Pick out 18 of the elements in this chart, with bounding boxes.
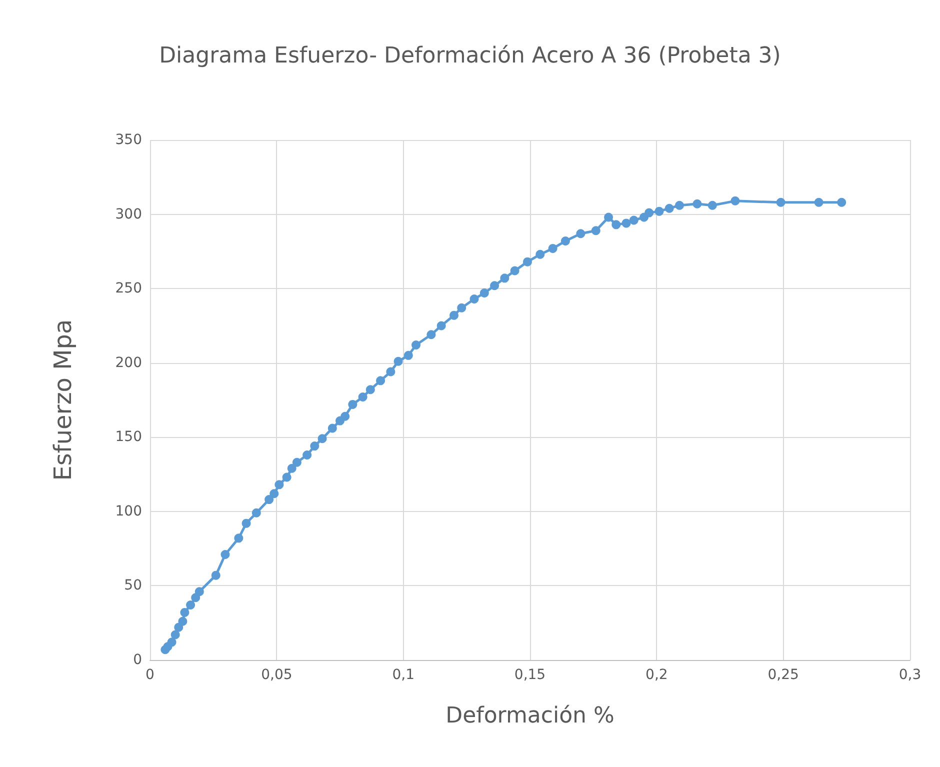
x-tick-label: 0,25 [768,667,799,683]
y-tick-label: 200 [115,354,142,371]
x-tick-label: 0,05 [261,667,292,683]
x-tick-label: 0 [146,667,154,683]
x-tick-label: 0,2 [646,667,668,683]
y-axis-title: Esfuerzo Mpa [49,319,77,481]
y-tick-label: 350 [115,132,142,148]
x-tick-label: 0,1 [392,667,414,683]
y-tick-label: 250 [115,280,142,297]
x-tick-label: 0,3 [898,667,922,683]
y-tick-label: 50 [124,578,142,594]
x-tick-label: 0,15 [514,667,546,683]
x-axis-title: Deformación % [446,704,614,728]
chart-title: Diagrama Esfuerzo- Deformación Acero A 36 (Probeta 3) [159,44,781,68]
y-tick-label: 150 [115,429,142,446]
y-tick-label: 300 [115,206,142,222]
y-tick-label: 0 [133,652,142,668]
y-tick-label: 100 [115,503,142,520]
